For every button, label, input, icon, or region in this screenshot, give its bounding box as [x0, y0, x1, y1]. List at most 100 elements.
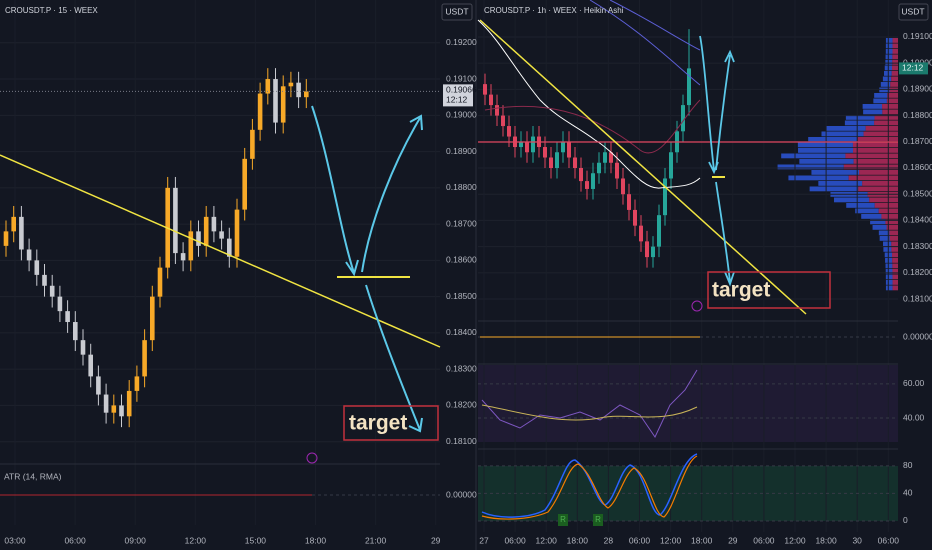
volume-profile-bar	[889, 230, 898, 236]
rsi-background	[478, 365, 898, 442]
volume-profile-bar	[892, 280, 898, 285]
candle-body	[157, 267, 163, 297]
y-tick-label: 0.18400	[446, 327, 477, 337]
signal-marker	[558, 514, 568, 526]
currency-label[interactable]: USDT	[901, 6, 924, 16]
candle-body	[257, 93, 263, 130]
volume-profile-bar	[781, 153, 846, 159]
volume-profile-bar	[798, 148, 854, 153]
volume-profile-bar	[892, 49, 898, 54]
volume-profile-bar	[892, 269, 898, 274]
last-price: 0.19066	[446, 85, 477, 95]
volume-profile-bar	[777, 164, 844, 170]
volume-profile-bar	[885, 49, 893, 54]
trend-line	[479, 19, 807, 315]
candle-body	[573, 157, 577, 168]
target-label: target	[712, 279, 770, 302]
volume-profile-bar	[808, 137, 858, 142]
volume-profile-bar	[869, 197, 898, 203]
candle-body	[142, 340, 147, 377]
annotations: target target R R CROUSDT.P · 15 · WEEX …	[0, 0, 929, 526]
volume-profile-bar	[859, 170, 898, 175]
candle-body	[615, 162, 619, 179]
volume-profile-bar	[892, 43, 898, 49]
candle-body	[180, 253, 186, 261]
volume-profile-bar	[879, 236, 890, 241]
countdown-bg	[899, 62, 928, 75]
x-tick-label: 06:00	[504, 535, 526, 545]
candle-body	[11, 216, 16, 232]
candle-body	[203, 216, 209, 246]
trend-line	[0, 154, 441, 348]
moving-average	[609, 0, 701, 51]
volume-profile-bar	[874, 93, 888, 98]
candle-body	[57, 296, 63, 312]
volume-profile-bar	[885, 219, 898, 225]
candle-body	[242, 158, 247, 210]
volume-profile-bar	[882, 109, 898, 115]
candle-body	[663, 178, 667, 216]
candle-body	[507, 126, 511, 137]
volume-profile-bar	[883, 247, 892, 252]
candle-body	[196, 231, 201, 246]
candle-body	[219, 231, 224, 239]
volume-profile-bar	[891, 71, 898, 76]
volume-profile-bar	[885, 280, 893, 285]
volume-profile-bar	[885, 263, 893, 269]
volume-profile-bar	[889, 87, 898, 93]
target-box	[343, 405, 439, 441]
volume-profile-bar	[882, 104, 898, 109]
candle-body	[273, 79, 278, 123]
candle-body	[501, 115, 505, 127]
currency-button[interactable]	[898, 3, 929, 21]
x-tick-label: 21:00	[365, 535, 387, 545]
x-tick-label: 03:00	[4, 535, 26, 545]
y-tick-label: 0.19100	[446, 73, 477, 83]
volume-profile-bar	[887, 93, 898, 98]
candle-body	[65, 311, 70, 323]
volume-profile-bar	[826, 126, 866, 131]
volume-profile-bar	[891, 241, 898, 247]
currency-button[interactable]	[441, 3, 473, 21]
candle-body	[585, 181, 589, 189]
x-tick-label: 06:00	[64, 535, 86, 545]
y-tick-label: 0.18800	[446, 182, 477, 192]
y-tick-label: 0.18600	[446, 255, 477, 265]
volume-profile-bar	[882, 76, 892, 82]
volume-profile-bar	[885, 38, 893, 43]
candle-body	[26, 249, 32, 261]
volume-profile-bar	[881, 214, 898, 219]
y-tick-label: 0.18900	[446, 146, 477, 156]
arrow	[361, 114, 423, 273]
x-tick-label: 29	[431, 535, 441, 545]
x-tick-label: 15:00	[245, 535, 267, 545]
arrow	[365, 284, 423, 433]
x-tick-label: 27	[479, 535, 489, 545]
y-tick-label: 0.18100	[446, 436, 477, 446]
volume-profile-bar	[874, 203, 898, 208]
arrow	[715, 49, 735, 171]
volume-profile-bar	[879, 87, 890, 93]
volume-profile-bar	[872, 225, 887, 230]
volume-profile-bar	[892, 258, 898, 263]
volume-profile-bar	[861, 214, 882, 219]
volume-profile-bar	[845, 115, 875, 120]
volume-profile-bar	[885, 43, 893, 49]
candle-body	[280, 86, 286, 123]
volume-profile-bar	[885, 60, 893, 65]
candle-body	[234, 209, 240, 257]
signal-marker-label: R	[595, 515, 601, 524]
volume-profile-bar	[857, 137, 898, 142]
y-tick-label: 0.18800	[903, 110, 932, 120]
currency-label[interactable]: USDT	[445, 6, 468, 16]
candle-body	[495, 105, 499, 116]
countdown: 12:12	[902, 63, 924, 73]
candle-body	[639, 225, 643, 242]
candle-body	[561, 141, 565, 153]
candle-body	[483, 84, 487, 95]
y-tick-label: 0.18500	[903, 188, 932, 198]
candle-body	[627, 194, 631, 210]
volume-profile-bar	[892, 274, 898, 280]
candle-body	[49, 285, 55, 297]
candle-body	[211, 216, 217, 232]
